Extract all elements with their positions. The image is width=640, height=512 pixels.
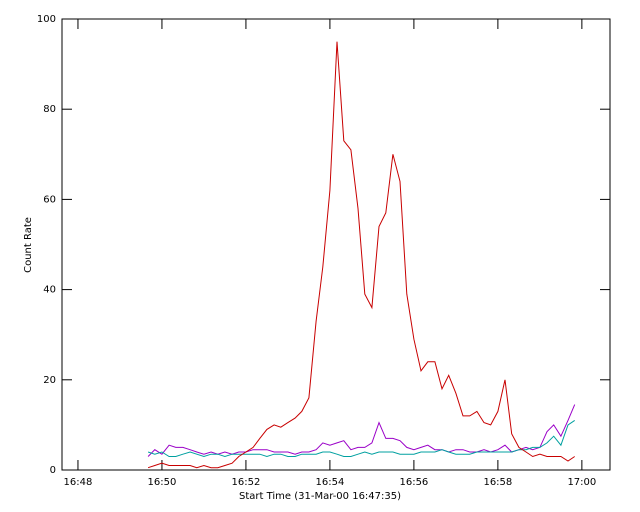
- y-tick-label: 60: [43, 194, 56, 205]
- series-line: [147, 419, 575, 458]
- y-tick-label: 40: [43, 285, 56, 296]
- x-tick-label: 16:50: [148, 477, 177, 488]
- x-axis-label: Start Time (31-Mar-00 16:47:35): [239, 491, 401, 502]
- x-tick-label: 17:00: [567, 477, 596, 488]
- y-tick-label: 80: [43, 104, 56, 115]
- series-line: [147, 404, 576, 457]
- x-tick-label: 16:56: [399, 477, 428, 488]
- series-line: [147, 41, 575, 469]
- plot-frame: [61, 18, 611, 471]
- x-tick-label: 16:52: [232, 477, 261, 488]
- x-tick-label: 16:48: [64, 477, 93, 488]
- x-tick-label: 16:58: [483, 477, 512, 488]
- y-axis-label: Count Rate: [23, 217, 34, 273]
- y-tick-label: 20: [43, 375, 56, 386]
- y-tick-label: 0: [50, 465, 56, 476]
- x-tick-label: 16:54: [315, 477, 344, 488]
- y-tick-label: 100: [37, 14, 56, 25]
